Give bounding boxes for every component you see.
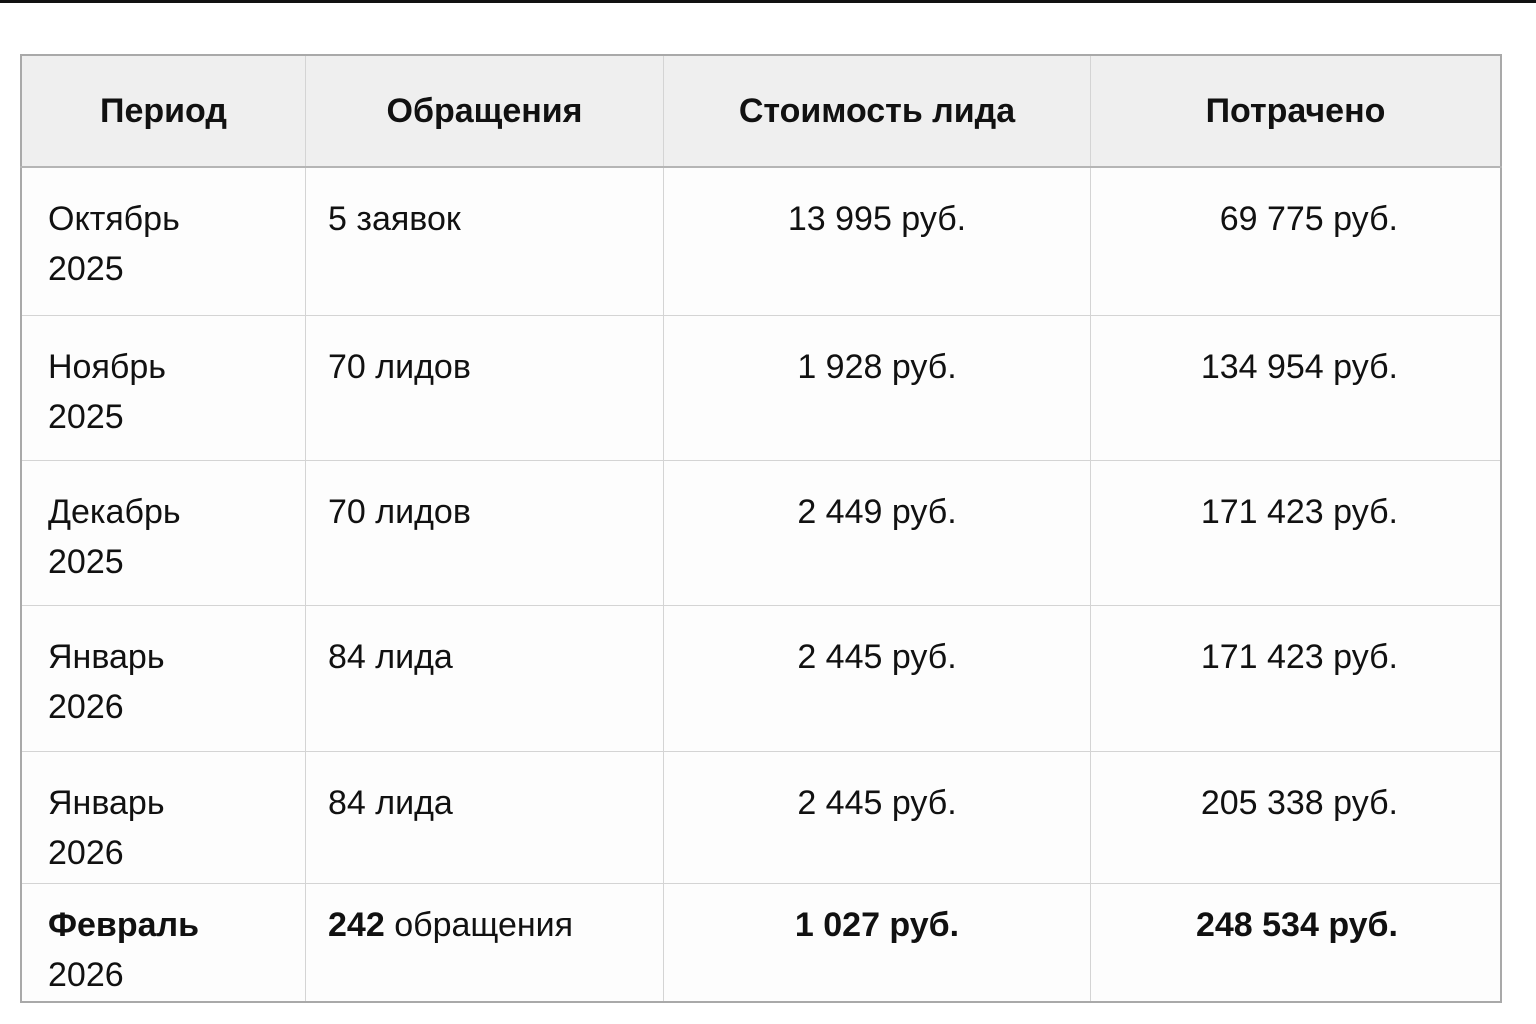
period-year: 2025 — [48, 250, 124, 288]
period-year: 2026 — [48, 834, 124, 872]
table-row: Ноябрь 2025 70 лидов 1 928 руб. 134 954 руб. — [20, 315, 1502, 461]
lead-cost-value: 1 027 руб. — [794, 906, 960, 944]
requests-cell: 70 лидов — [305, 460, 664, 606]
header-period: Период — [20, 54, 306, 168]
period-cell: Ноябрь 2025 — [20, 315, 306, 461]
period-cell: Январь 2026 — [20, 605, 306, 752]
period-cell: Январь 2026 — [20, 751, 306, 884]
table-row: Октябрь 2025 5 заявок 13 995 руб. 69 775 руб… — [20, 166, 1502, 316]
lead-cost-cell: 1 928 руб. — [663, 315, 1091, 461]
lead-cost-cell: 2 445 руб. — [663, 751, 1091, 884]
spent-cell: 248 534 руб. — [1090, 883, 1502, 1003]
period-year: 2026 — [48, 956, 124, 994]
period-month: Февраль — [48, 906, 200, 944]
period-cell: Октябрь 2025 — [20, 166, 306, 316]
period-year: 2026 — [48, 688, 124, 726]
period-month: Январь — [48, 784, 165, 822]
spent-cell: 69 775 руб. — [1090, 166, 1502, 316]
requests-cell: 5 заявок — [305, 166, 664, 316]
spent-cell: 205 338 руб. — [1090, 751, 1502, 884]
requests-cell: 242 обращения — [305, 883, 664, 1003]
period-year: 2025 — [48, 398, 124, 436]
header-lead-cost: Стоимость лида — [663, 54, 1091, 168]
leads-table: Период Обращения Стоимость лида Потрачен… — [20, 54, 1502, 1003]
period-month: Январь — [48, 638, 165, 676]
lead-cost-cell: 13 995 руб. — [663, 166, 1091, 316]
lead-cost-cell: 2 449 руб. — [663, 460, 1091, 606]
table-header-row: Период Обращения Стоимость лида Потрачен… — [20, 54, 1502, 168]
lead-cost-cell: 2 445 руб. — [663, 605, 1091, 752]
table-row: Январь 2026 84 лида 2 445 руб. 205 338 руб. — [20, 751, 1502, 884]
period-cell: Февраль 2026 — [20, 883, 306, 1003]
spent-cell: 171 423 руб. — [1090, 460, 1502, 606]
spent-cell: 134 954 руб. — [1090, 315, 1502, 461]
period-month: Октябрь — [48, 200, 180, 238]
requests-cell: 84 лида — [305, 751, 664, 884]
requests-number: 242 — [328, 906, 385, 944]
requests-word: обращения — [394, 906, 574, 944]
spent-value: 248 534 руб. — [1195, 906, 1398, 944]
period-year: 2025 — [48, 543, 124, 581]
period-month: Декабрь — [48, 493, 181, 531]
header-spent: Потрачено — [1090, 54, 1502, 168]
period-month: Ноябрь — [48, 348, 166, 386]
header-requests: Обращения — [305, 54, 664, 168]
top-border-bar — [0, 0, 1536, 3]
period-cell: Декабрь 2025 — [20, 460, 306, 606]
requests-cell: 70 лидов — [305, 315, 664, 461]
table-row-total: Февраль 2026 242 обращения 1 027 руб. 248… — [20, 883, 1502, 1003]
lead-cost-cell: 1 027 руб. — [663, 883, 1091, 1003]
spent-cell: 171 423 руб. — [1090, 605, 1502, 752]
table-row: Декабрь 2025 70 лидов 2 449 руб. 171 423 руб… — [20, 460, 1502, 606]
table-row: Январь 2026 84 лида 2 445 руб. 171 423 руб. — [20, 605, 1502, 752]
requests-cell: 84 лида — [305, 605, 664, 752]
